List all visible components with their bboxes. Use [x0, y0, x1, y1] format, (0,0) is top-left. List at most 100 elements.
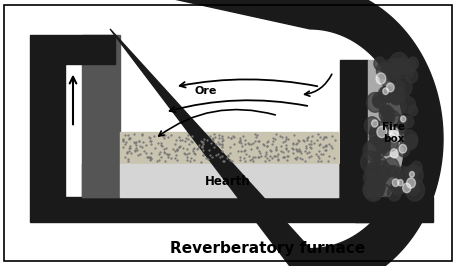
- Circle shape: [388, 127, 397, 138]
- Circle shape: [375, 137, 389, 153]
- Circle shape: [384, 136, 397, 151]
- Circle shape: [376, 62, 389, 78]
- Circle shape: [363, 169, 378, 187]
- Circle shape: [410, 161, 421, 174]
- Circle shape: [396, 122, 406, 133]
- Circle shape: [379, 105, 394, 123]
- Circle shape: [391, 177, 406, 194]
- Circle shape: [407, 180, 417, 191]
- Circle shape: [398, 115, 407, 126]
- Bar: [120, 132, 337, 164]
- Circle shape: [404, 67, 413, 78]
- Circle shape: [389, 86, 404, 104]
- Circle shape: [396, 121, 404, 131]
- Circle shape: [362, 141, 379, 160]
- Circle shape: [382, 158, 398, 177]
- Circle shape: [372, 96, 381, 106]
- Circle shape: [380, 86, 388, 96]
- Circle shape: [367, 176, 384, 196]
- Circle shape: [364, 177, 384, 200]
- Circle shape: [389, 131, 398, 142]
- Circle shape: [380, 87, 394, 102]
- Circle shape: [392, 124, 402, 135]
- Circle shape: [381, 145, 390, 156]
- Circle shape: [399, 116, 405, 122]
- Circle shape: [396, 169, 414, 189]
- Circle shape: [399, 130, 417, 150]
- Circle shape: [404, 59, 415, 72]
- Circle shape: [397, 180, 402, 186]
- Circle shape: [366, 136, 386, 159]
- Circle shape: [379, 106, 388, 115]
- Circle shape: [400, 97, 415, 114]
- Circle shape: [368, 128, 384, 146]
- Circle shape: [394, 81, 404, 92]
- Circle shape: [407, 181, 419, 196]
- Circle shape: [379, 91, 389, 104]
- Circle shape: [404, 179, 424, 201]
- Circle shape: [373, 57, 384, 70]
- Circle shape: [364, 163, 384, 185]
- Circle shape: [382, 165, 402, 188]
- Circle shape: [373, 131, 390, 151]
- Circle shape: [408, 105, 417, 116]
- Bar: [354, 197, 432, 222]
- Circle shape: [406, 165, 422, 185]
- Circle shape: [404, 165, 418, 181]
- Circle shape: [381, 63, 394, 78]
- Circle shape: [387, 95, 405, 116]
- Circle shape: [387, 166, 395, 176]
- Circle shape: [360, 151, 379, 173]
- Circle shape: [405, 69, 417, 83]
- Circle shape: [366, 93, 383, 112]
- Text: Reverberatory furnace: Reverberatory furnace: [170, 241, 364, 256]
- Circle shape: [383, 110, 399, 130]
- Circle shape: [402, 183, 410, 193]
- Circle shape: [390, 179, 404, 195]
- Circle shape: [398, 144, 406, 153]
- Circle shape: [378, 87, 390, 101]
- Circle shape: [388, 88, 401, 104]
- Circle shape: [379, 184, 390, 197]
- Circle shape: [362, 181, 377, 198]
- Circle shape: [368, 175, 380, 189]
- Bar: [120, 164, 337, 197]
- Bar: [65, 35, 115, 64]
- Circle shape: [393, 174, 404, 188]
- Circle shape: [397, 143, 409, 157]
- Circle shape: [406, 57, 418, 70]
- Circle shape: [381, 59, 400, 81]
- Bar: [30, 35, 65, 197]
- Circle shape: [391, 179, 398, 186]
- Circle shape: [376, 126, 386, 138]
- Circle shape: [379, 105, 390, 116]
- Circle shape: [372, 152, 380, 162]
- Circle shape: [363, 179, 382, 201]
- Bar: [30, 197, 419, 222]
- Circle shape: [382, 88, 388, 94]
- Circle shape: [385, 83, 393, 92]
- Text: Hearth: Hearth: [205, 175, 250, 188]
- Circle shape: [380, 110, 392, 123]
- Circle shape: [366, 164, 379, 180]
- Polygon shape: [110, 0, 442, 266]
- Circle shape: [369, 121, 388, 143]
- Circle shape: [375, 73, 385, 84]
- Bar: [120, 69, 339, 197]
- Bar: [82, 164, 339, 197]
- Bar: [339, 60, 367, 197]
- Circle shape: [387, 185, 400, 201]
- Text: Ore: Ore: [195, 86, 217, 96]
- Circle shape: [364, 117, 379, 134]
- Circle shape: [372, 92, 386, 109]
- Circle shape: [374, 157, 386, 170]
- Bar: [367, 60, 419, 197]
- Bar: [82, 35, 120, 197]
- Circle shape: [372, 161, 390, 182]
- Circle shape: [367, 161, 379, 174]
- Circle shape: [388, 59, 406, 79]
- Circle shape: [394, 77, 411, 97]
- Circle shape: [379, 66, 398, 88]
- Circle shape: [397, 57, 407, 69]
- Circle shape: [393, 167, 412, 188]
